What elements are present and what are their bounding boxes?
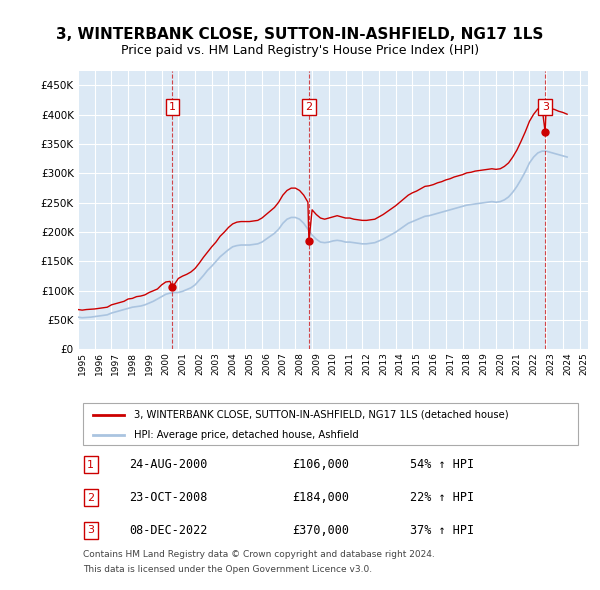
Text: 2023: 2023 bbox=[546, 352, 555, 375]
Text: 2010: 2010 bbox=[329, 352, 338, 375]
Text: 1995: 1995 bbox=[78, 352, 87, 375]
Text: 1: 1 bbox=[169, 102, 176, 112]
Text: 1997: 1997 bbox=[112, 352, 121, 375]
Text: 22% ↑ HPI: 22% ↑ HPI bbox=[409, 491, 473, 504]
Text: 2002: 2002 bbox=[195, 352, 204, 375]
Text: 2016: 2016 bbox=[429, 352, 438, 375]
Text: 37% ↑ HPI: 37% ↑ HPI bbox=[409, 524, 473, 537]
Text: £184,000: £184,000 bbox=[292, 491, 349, 504]
Text: 2005: 2005 bbox=[245, 352, 254, 375]
Text: 3: 3 bbox=[542, 102, 548, 112]
Text: 23-OCT-2008: 23-OCT-2008 bbox=[129, 491, 208, 504]
Text: 2003: 2003 bbox=[212, 352, 221, 375]
Text: 2012: 2012 bbox=[362, 352, 371, 375]
Text: £370,000: £370,000 bbox=[292, 524, 349, 537]
Text: 54% ↑ HPI: 54% ↑ HPI bbox=[409, 458, 473, 471]
Text: 2020: 2020 bbox=[496, 352, 505, 375]
Text: 2013: 2013 bbox=[379, 352, 388, 375]
Text: This data is licensed under the Open Government Licence v3.0.: This data is licensed under the Open Gov… bbox=[83, 565, 372, 574]
Text: 2000: 2000 bbox=[161, 352, 170, 375]
Text: 2018: 2018 bbox=[463, 352, 472, 375]
Text: 1999: 1999 bbox=[145, 352, 154, 375]
Text: 2025: 2025 bbox=[580, 352, 589, 375]
Text: 08-DEC-2022: 08-DEC-2022 bbox=[129, 524, 208, 537]
Text: 2024: 2024 bbox=[563, 352, 572, 375]
Text: 3: 3 bbox=[87, 525, 94, 535]
Text: Price paid vs. HM Land Registry's House Price Index (HPI): Price paid vs. HM Land Registry's House … bbox=[121, 44, 479, 57]
Text: 2004: 2004 bbox=[229, 352, 238, 375]
Text: 2022: 2022 bbox=[529, 352, 538, 375]
Text: 2: 2 bbox=[87, 493, 94, 503]
Text: 2019: 2019 bbox=[479, 352, 488, 375]
Text: 1: 1 bbox=[87, 460, 94, 470]
Text: 2: 2 bbox=[305, 102, 313, 112]
Text: Contains HM Land Registry data © Crown copyright and database right 2024.: Contains HM Land Registry data © Crown c… bbox=[83, 550, 435, 559]
Text: 3, WINTERBANK CLOSE, SUTTON-IN-ASHFIELD, NG17 1LS (detached house): 3, WINTERBANK CLOSE, SUTTON-IN-ASHFIELD,… bbox=[134, 409, 509, 419]
FancyBboxPatch shape bbox=[83, 403, 578, 445]
Text: 2001: 2001 bbox=[178, 352, 187, 375]
Text: 2011: 2011 bbox=[346, 352, 355, 375]
Text: 2021: 2021 bbox=[513, 352, 522, 375]
Text: 2007: 2007 bbox=[278, 352, 287, 375]
Text: 2017: 2017 bbox=[446, 352, 455, 375]
Text: 1998: 1998 bbox=[128, 352, 137, 375]
Text: 24-AUG-2000: 24-AUG-2000 bbox=[129, 458, 208, 471]
Text: 2014: 2014 bbox=[396, 352, 405, 375]
Text: 2015: 2015 bbox=[412, 352, 421, 375]
Text: 2006: 2006 bbox=[262, 352, 271, 375]
Text: 2009: 2009 bbox=[312, 352, 321, 375]
Text: 2008: 2008 bbox=[295, 352, 304, 375]
Text: HPI: Average price, detached house, Ashfield: HPI: Average price, detached house, Ashf… bbox=[134, 430, 359, 440]
Text: £106,000: £106,000 bbox=[292, 458, 349, 471]
Text: 1996: 1996 bbox=[95, 352, 104, 375]
Text: 3, WINTERBANK CLOSE, SUTTON-IN-ASHFIELD, NG17 1LS: 3, WINTERBANK CLOSE, SUTTON-IN-ASHFIELD,… bbox=[56, 27, 544, 41]
